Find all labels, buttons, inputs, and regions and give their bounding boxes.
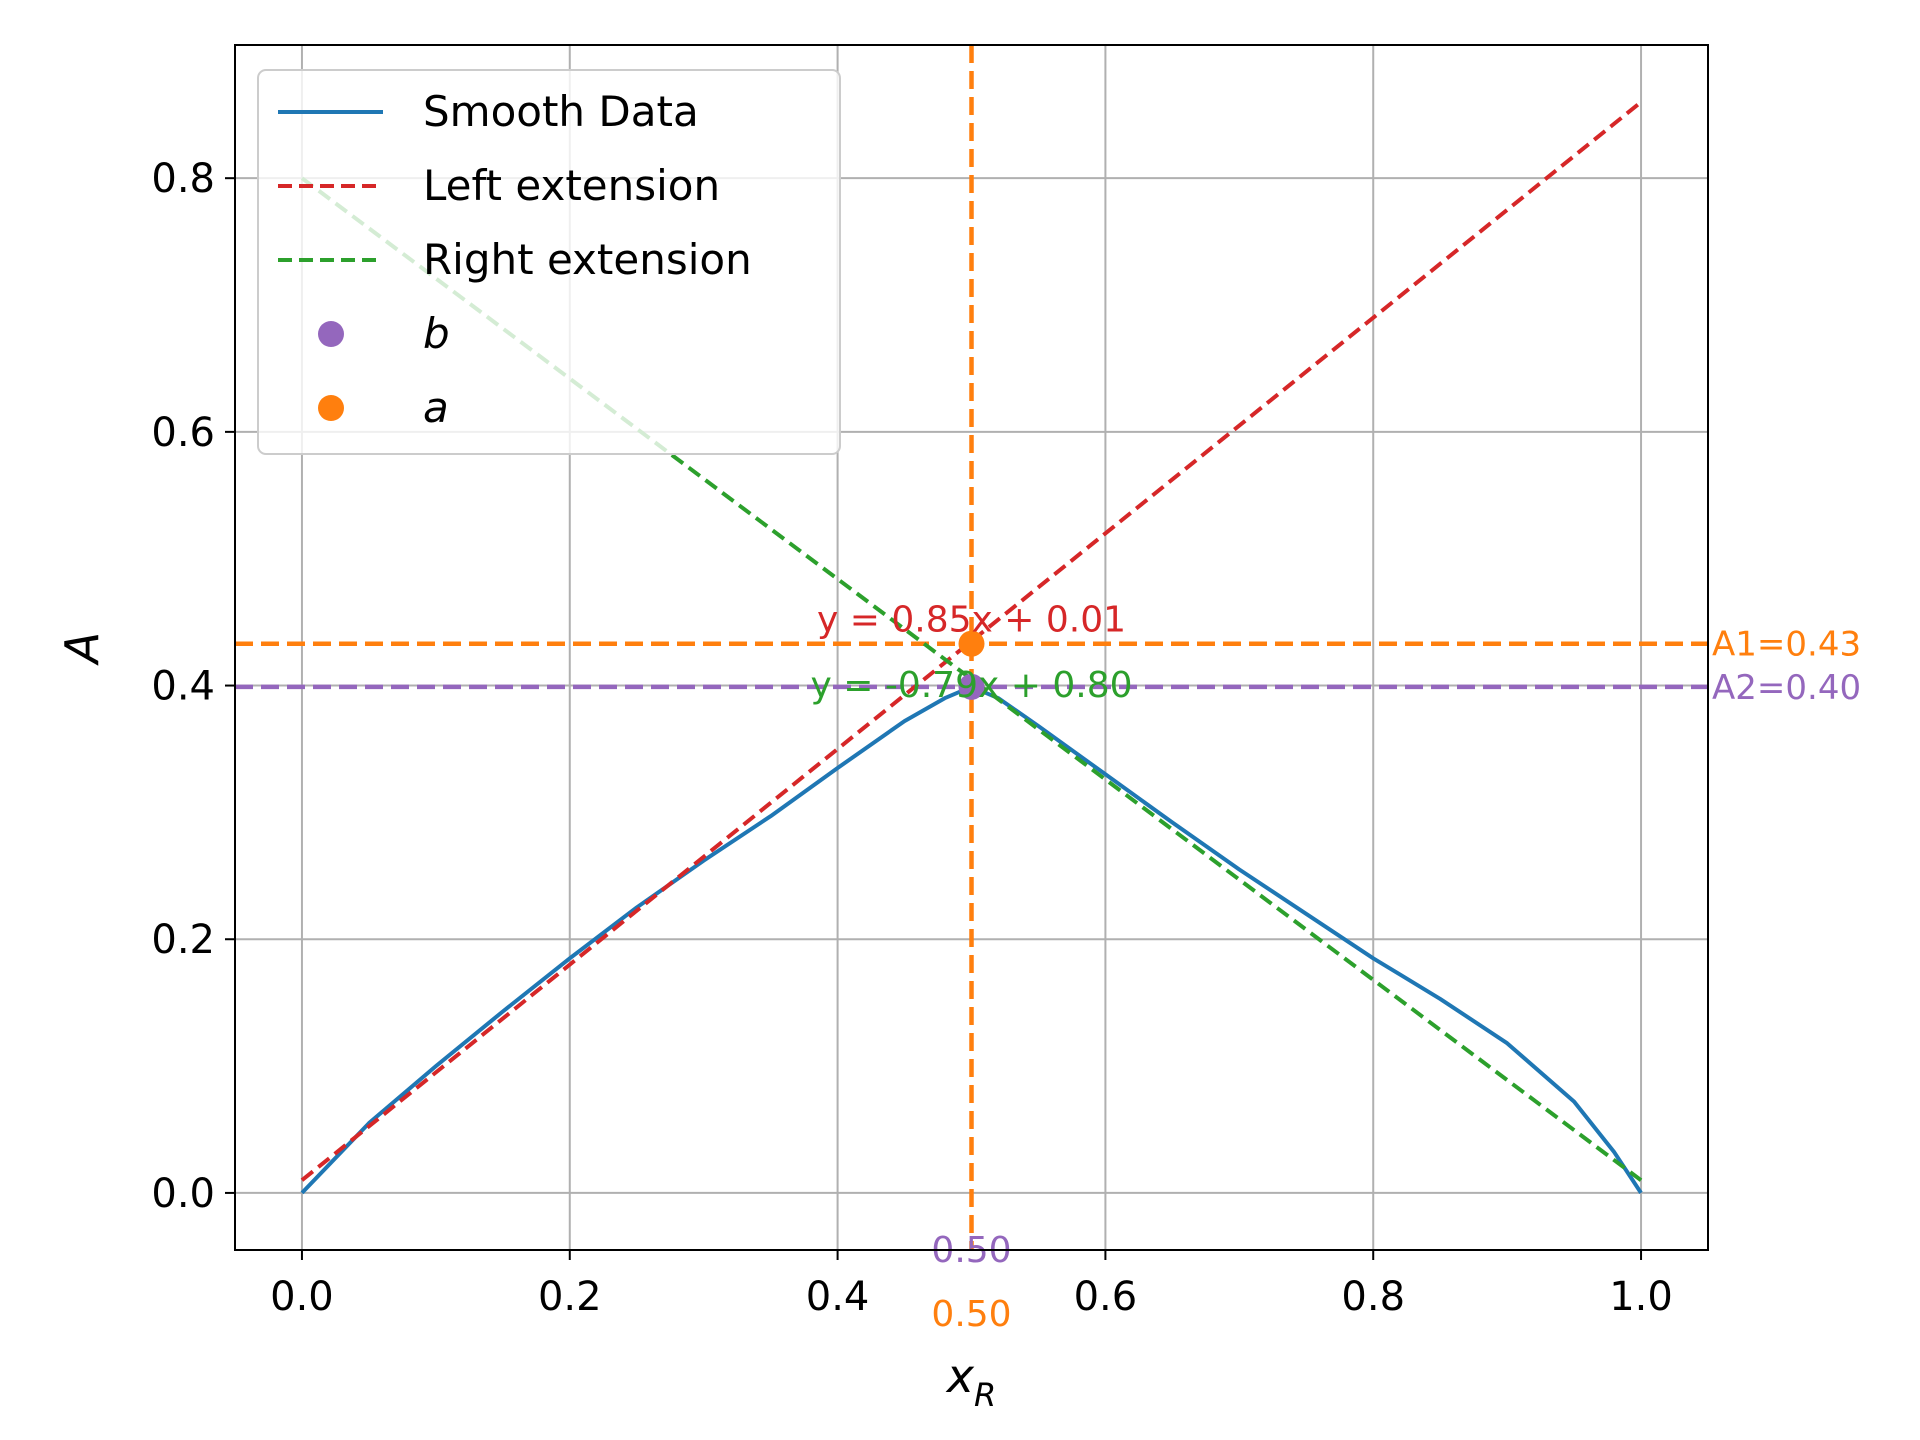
legend-swatch-point-b (318, 321, 344, 347)
x-tick-label: 1.0 (1609, 1274, 1673, 1320)
x-tick-label: 0.8 (1341, 1274, 1405, 1320)
legend: Smooth Data Left extension Right extension… (257, 69, 841, 455)
axis-labels: xR A (55, 632, 996, 1414)
y-tick-label: 0.0 (151, 1171, 215, 1217)
y-tick-label: 0.6 (151, 410, 215, 456)
x-tick-label: 0.0 (270, 1274, 334, 1320)
x-axis: 0.0 0.2 0.4 0.6 0.8 1.0 (270, 1250, 1673, 1320)
annotations: y = 0.85x + 0.01y = -0.79x + 0.800.500.5… (810, 599, 1132, 1335)
x-tick-label: 0.4 (806, 1274, 870, 1320)
legend-label-point-a: a (423, 383, 449, 432)
x-tick-label: 0.2 (538, 1274, 602, 1320)
y-axis-label: A (55, 632, 109, 666)
point-a (958, 630, 985, 657)
y-tick-label: 0.4 (151, 664, 215, 710)
legend-label-2: Left extension (423, 161, 720, 210)
y-axis: 0.0 0.2 0.4 0.6 0.8 (151, 156, 235, 1217)
x-value-label-a: 0.50 (931, 1294, 1011, 1335)
legend-label-1: Smooth Data (423, 87, 699, 136)
x-axis-label: xR (945, 1349, 996, 1414)
point-b (958, 673, 985, 700)
y-tick-label: 0.8 (151, 156, 215, 202)
equation-right: y = -0.79x + 0.80 (810, 665, 1132, 706)
reference-line-label: A2=0.40 (1712, 668, 1861, 708)
x-axis-label-main: x (945, 1349, 975, 1403)
x-tick-label: 0.6 (1074, 1274, 1138, 1320)
series-line-2 (300, 100, 1643, 1182)
y-tick-label: 0.2 (151, 917, 215, 963)
series-line-1 (300, 684, 1643, 1195)
equation-left: y = 0.85x + 0.01 (817, 599, 1126, 640)
axes-frame (234, 44, 1709, 1251)
legend-label-point-b: b (423, 309, 450, 358)
legend-swatch-point-a (318, 395, 344, 421)
legend-label-3: Right extension (423, 235, 752, 284)
x-axis-label-subscript: R (974, 1376, 996, 1414)
reference-line-label: A1=0.43 (1712, 625, 1861, 665)
legend-box (257, 69, 841, 455)
